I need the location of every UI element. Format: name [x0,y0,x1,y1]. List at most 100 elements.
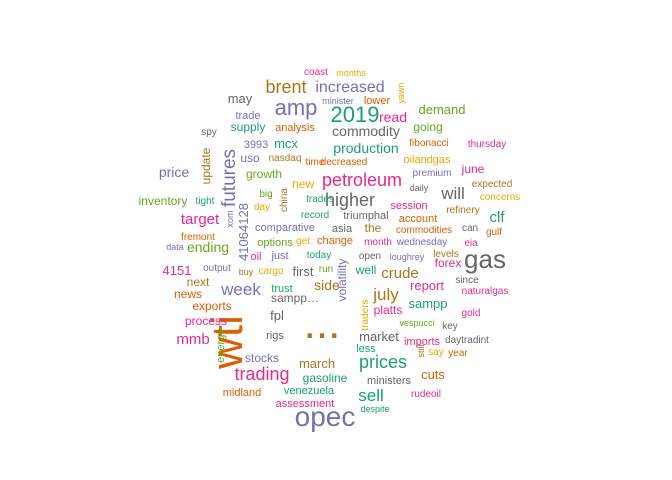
word-first: first [293,264,314,279]
word-gas: gas [464,244,506,274]
word-platts: platts [374,303,403,317]
word-oilandgas: oilandgas [403,154,451,166]
word-well: well [355,263,377,277]
word-just: just [270,250,288,262]
word-buy: buy [239,267,254,277]
word-assessment: assessment [276,398,335,410]
word-opec: opec [295,401,356,432]
word-gold: gold [462,308,481,319]
word-4151: 4151 [163,263,192,278]
word-brent: brent [265,77,306,97]
word-china: china [279,188,290,212]
word-data: data [166,242,184,252]
word-still: still [416,345,426,358]
word-commodity: commodity [332,123,400,139]
word-growth: growth [246,167,282,181]
word-sampp: sampp [408,296,447,311]
word-cuts: cuts [421,367,445,382]
word-week: week [220,280,261,299]
word-price: price [159,164,190,180]
word-xom: xom [225,210,235,227]
word-ellipsis: ... [304,299,341,348]
word-yawn: yawn [396,82,406,103]
word-fibonacci: fibonacci [409,138,448,149]
word-eia: eia [464,238,478,249]
word-daytradint: daytradint [445,335,489,346]
word-energy: energy [215,329,227,363]
word-increased: increased [315,79,384,96]
word-crude: crude [381,265,419,282]
word-report: report [410,278,444,293]
word-traders: traders [360,299,371,330]
word-today: today [307,250,331,261]
word-futures: futures [219,149,240,207]
word-key: key [442,321,458,332]
word-may: may [228,91,253,106]
word-fremont: fremont [181,232,215,243]
word-higher: higher [325,190,375,210]
word-stocks: stocks [245,351,279,365]
word-clf: clf [490,209,506,226]
word-run: run [319,264,333,275]
word-gasoline: gasoline [303,371,348,385]
word-record: record [301,210,329,221]
word-wti: wti [203,315,252,370]
word-open: open [359,251,381,262]
word-tight: tight [196,196,215,207]
word-options: options [257,237,293,249]
word-venezuela: venezuela [284,385,335,397]
word-mmb: mmb [176,331,209,348]
word-premium: premium [413,168,452,179]
word-fpl: fpl [270,308,284,323]
word-account: account [399,213,438,225]
word-comparative: comparative [255,222,315,234]
word-thursday: thursday [468,139,506,150]
word-uso: uso [240,151,260,165]
word-coast: coast [304,67,328,78]
word-trading: trading [234,364,289,384]
word-going: going [413,120,442,134]
word-forex: forex [435,256,462,270]
word-session: session [390,200,427,212]
word-trade: trade [235,110,260,122]
word-ending: ending [187,239,229,255]
word-despite: despite [360,404,389,414]
word-inventory: inventory [139,194,188,208]
word-volatility: volatility [335,259,349,302]
word-month: month [364,237,392,248]
word-daily: daily [410,183,429,193]
word-supply: supply [231,120,266,134]
word-triumphal: triumphal [343,210,388,222]
word-process: process [185,314,227,328]
word-demand: demand [419,102,466,117]
word-trades: trades [306,194,334,205]
word-less: less [356,343,376,355]
word-months: months [336,68,366,78]
word-levels: levels [433,249,459,260]
word-loughrey: loughrey [390,252,425,262]
word-say: say [428,347,444,358]
word-july: july [372,285,399,304]
word-output: output [203,263,231,274]
word-market: market [359,329,399,344]
word-lower: lower [364,95,391,107]
word-prices: prices [359,352,407,372]
word-new: new [292,177,314,191]
word-march: march [299,356,335,371]
word-gulf: gulf [486,227,502,238]
word-time: time [306,157,325,168]
word-big: big [259,189,272,200]
word-since: since [455,275,479,286]
word-3993: 3993 [244,139,268,151]
word-rigs: rigs [266,330,284,342]
word-analysis: analysis [275,122,315,134]
word-commodities: commodities [396,225,452,236]
word-2019: 2019 [331,102,380,127]
word-target: target [181,211,220,228]
word-asia: asia [332,223,353,235]
word-sampp: sampp… [271,291,319,305]
word-news: news [174,287,202,301]
word-production: production [333,140,398,156]
word-change: change [317,235,353,247]
